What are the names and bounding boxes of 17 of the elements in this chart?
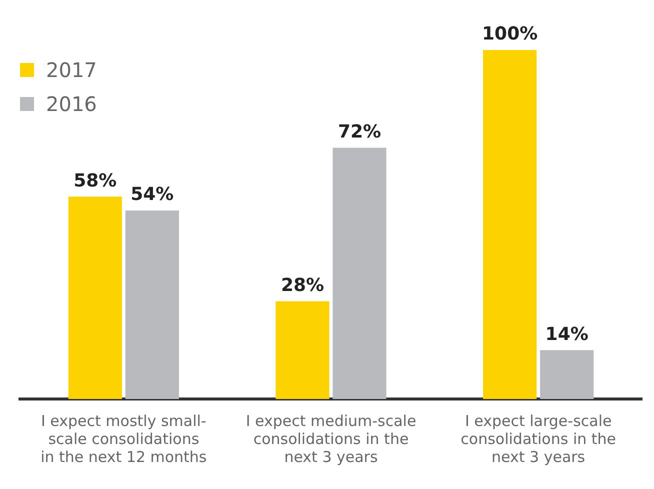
bar: [483, 50, 537, 399]
data-label: 58%: [74, 170, 117, 192]
data-label: 72%: [338, 121, 382, 142]
bar: [540, 350, 594, 399]
legend-label: 2017: [46, 58, 97, 82]
x-tick-label: I expect large-scale consolidations in the next 3 years: [460, 412, 616, 466]
bar: [276, 301, 330, 399]
data-label: 28%: [280, 274, 324, 296]
x-tick-label: I expect medium-scale consolidations in the next 3 years: [246, 412, 416, 466]
legend-label: 2016: [46, 92, 97, 116]
data-label: 14%: [545, 324, 588, 345]
x-tick-label: I expect mostly small-scale consolidations in the next 12 months: [40, 412, 207, 466]
bar: [332, 148, 386, 399]
bar: [125, 210, 179, 399]
data-label: 54%: [130, 184, 174, 206]
bar: [68, 196, 122, 399]
data-label: 100%: [482, 24, 538, 45]
